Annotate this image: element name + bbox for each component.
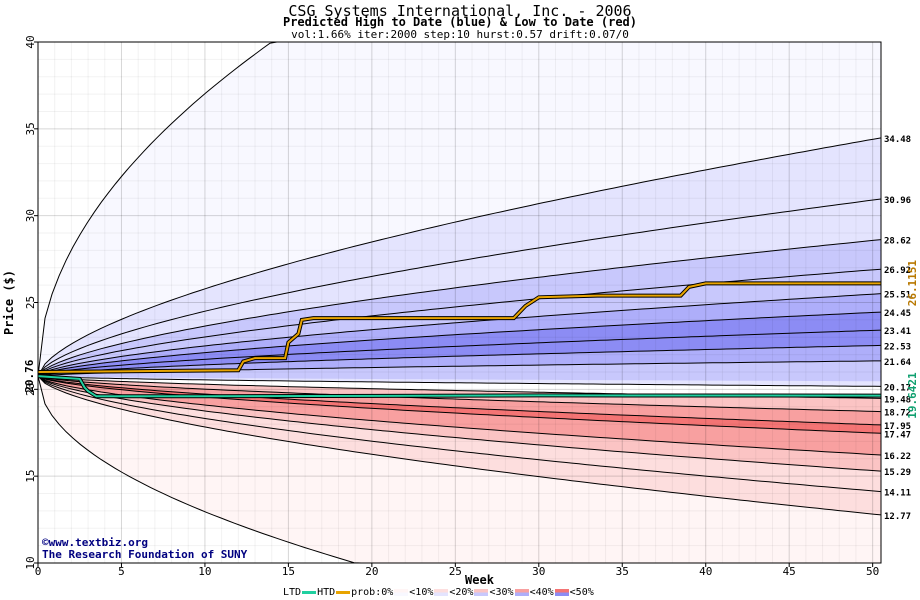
band-line-1 [37, 198, 882, 377]
legend-ltd-swatch [302, 591, 317, 594]
x-tick-label-25: 25 [449, 565, 462, 578]
band-line-14 [37, 375, 882, 456]
low-to-date-line [37, 375, 882, 398]
legend-item-10: <10% [409, 587, 434, 598]
band-line-15 [37, 375, 882, 472]
legend: LTD HTD prob:0% <10% <20% <30% <40% <50% [283, 587, 594, 598]
prob-band-low-5 [38, 376, 881, 434]
band-end-label-1: 30.96 [884, 196, 911, 206]
high-to-date-line [37, 282, 881, 373]
legend-prob-swatch-4 [554, 589, 569, 596]
prob-band-high-3 [38, 239, 881, 377]
prob-band-high-6 [38, 312, 881, 377]
x-tick-label-15: 15 [282, 565, 295, 578]
band-end-label-13: 17.47 [884, 430, 911, 440]
band-line-11 [37, 375, 882, 413]
prob-band-high-1 [38, 137, 881, 377]
band-line-16 [37, 375, 882, 493]
band-end-label-4: 25.51 [884, 291, 911, 301]
chart-title: CSG Systems International, Inc. - 2006 [288, 2, 632, 20]
x-tick-label-50: 50 [866, 565, 879, 578]
band-end-label-2: 28.62 [884, 237, 911, 247]
band-end-label-8: 21.64 [884, 358, 912, 368]
x-tick-label-45: 45 [783, 565, 796, 578]
prob-band-high-10 [38, 376, 881, 387]
band-line-12 [37, 375, 882, 426]
band-end-label-7: 22.53 [884, 342, 911, 352]
x-tick-label-35: 35 [616, 565, 629, 578]
prob-band-high-0 [38, 42, 881, 377]
final-high-label: 26.1151 [906, 260, 919, 307]
copyright-icon: © [42, 536, 49, 549]
band-end-label-9: 20.17 [884, 383, 911, 393]
band-line-0 [37, 137, 882, 377]
band-end-label-10: 19.48 [884, 395, 911, 405]
prob-band-high-8 [38, 345, 881, 377]
x-tick-label-5: 5 [118, 565, 125, 578]
band-line-7 [37, 344, 882, 377]
prob-band-low-6 [38, 376, 881, 425]
legend-htd-label: HTD [317, 587, 336, 598]
legend-item-30: <30% [489, 587, 514, 598]
band-end-label-15: 15.29 [884, 468, 911, 478]
x-tick-label-0: 0 [35, 565, 42, 578]
legend-prob-swatch-2 [474, 589, 489, 596]
x-tick-label-40: 40 [699, 565, 712, 578]
y-tick-label-10: 10 [24, 556, 37, 569]
chart-params: vol:1.66% iter:2000 step:10 hurst:0.57 d… [291, 28, 629, 41]
prob-band-low-1 [38, 376, 881, 515]
prob-band-low-0 [38, 376, 881, 563]
legend-htd-swatch [336, 591, 351, 594]
prob-band-high-7 [38, 330, 881, 377]
y-tick-label-30: 30 [24, 209, 37, 222]
x-tick-label-10: 10 [198, 565, 211, 578]
y-tick-label-25: 25 [24, 296, 37, 309]
band-end-label-11: 18.72 [884, 409, 911, 419]
prob-band-low-4 [38, 376, 881, 455]
prob-band-center [38, 376, 881, 399]
prob-band-high-5 [38, 293, 881, 377]
start-price-label: 20.76 [23, 359, 36, 392]
prob-band-low-2 [38, 376, 881, 492]
credit-line-1: ©www.textbiz.org [42, 536, 148, 549]
band-end-label-0: 34.48 [884, 135, 911, 145]
legend-prob-label: prob:0% [351, 587, 394, 598]
band-end-label-5: 24.45 [884, 309, 911, 319]
band-line-6 [37, 329, 882, 377]
x-axis-label: Week [465, 573, 495, 587]
credit-line-2: The Research Foundation of SUNY [42, 548, 248, 561]
band-line-3 [37, 268, 882, 377]
band-line-17 [37, 375, 882, 516]
band-line-9 [37, 375, 882, 387]
credit-url: www.textbiz.org [48, 536, 148, 549]
x-tick-label-20: 20 [365, 565, 378, 578]
y-axis-label: Price ($) [2, 270, 16, 335]
band-end-label-17: 12.77 [884, 512, 911, 522]
prob-band-high-2 [38, 199, 881, 377]
band-end-label-6: 23.41 [884, 327, 911, 337]
legend-ltd-label: LTD [283, 587, 302, 598]
band-line-5 [37, 311, 882, 377]
band-end-label-16: 14.11 [884, 489, 911, 499]
legend-item-50: <50% [569, 587, 594, 598]
band-line-4 [37, 293, 882, 377]
band-end-label-14: 16.22 [884, 452, 911, 462]
legend-prob-swatch-0 [394, 589, 409, 596]
legend-prob-swatch-1 [434, 589, 449, 596]
legend-item-20: <20% [449, 587, 474, 598]
band-line-2 [37, 239, 882, 377]
band-end-label-12: 17.95 [884, 422, 911, 432]
y-tick-label-20: 20 [24, 383, 37, 396]
prob-band-low-3 [38, 376, 881, 472]
legend-item-40: <40% [529, 587, 554, 598]
y-tick-label-15: 15 [24, 470, 37, 483]
band-end-label-3: 26.92 [884, 266, 911, 276]
chart-subtitle: Predicted High to Date (blue) & Low to D… [282, 15, 637, 29]
y-tick-label-35: 35 [24, 122, 37, 135]
y-tick-label-40: 40 [24, 35, 37, 48]
final-low-label: 19.6421 [906, 372, 919, 419]
legend-prob-swatch-3 [514, 589, 529, 596]
x-tick-label-30: 30 [532, 565, 545, 578]
